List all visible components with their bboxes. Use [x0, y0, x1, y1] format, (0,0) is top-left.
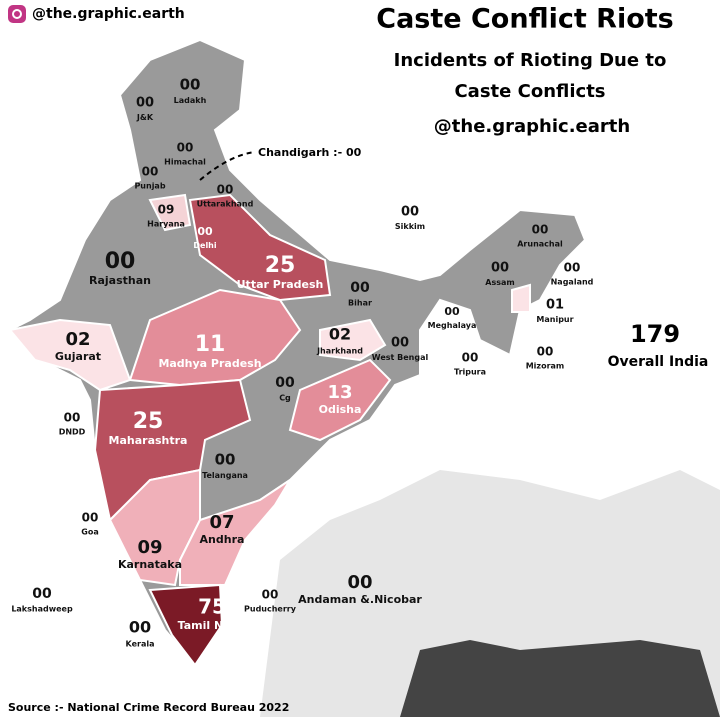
region-value: 00 [142, 165, 159, 179]
region-value: 00 [262, 588, 279, 602]
region-labels: 00 Ladakh 00 J&K 00 Himachal 00 Punjab 00 Uttarak… [11, 76, 593, 649]
region-name: Mizoram [526, 362, 565, 371]
region-value: 00 [64, 411, 81, 425]
region-value: 00 [217, 183, 234, 197]
region-name: Jharkhand [316, 347, 363, 356]
title: Caste Conflict Riots [376, 4, 673, 35]
region-name: J&K [136, 113, 154, 122]
region-name: Haryana [147, 220, 185, 229]
region-name: Andaman &.Nicobar [298, 593, 422, 606]
region-value: 13 [327, 382, 352, 403]
region-value: 00 [197, 225, 213, 238]
subtitle-line: Incidents of Rioting Due to [394, 50, 667, 71]
region-name: Assam [485, 278, 514, 287]
region-name: Gujarat [55, 350, 101, 363]
region-name: Himachal [164, 158, 206, 167]
region-name: Goa [81, 528, 98, 537]
region-name: Rajasthan [89, 274, 151, 287]
region-value: 09 [158, 203, 175, 217]
andhra-shape [179, 479, 291, 586]
region-name: Odisha [319, 403, 362, 416]
region-value: 00 [564, 261, 581, 275]
region-name: Uttar Pradesh [237, 278, 324, 291]
gujarat-shape [8, 318, 132, 392]
instagram-icon [8, 5, 26, 23]
region-value: 00 [177, 141, 194, 155]
region-value: 00 [532, 223, 549, 237]
region-name: Maharashtra [109, 434, 188, 447]
madhya-pradesh-shape [128, 288, 302, 387]
region-value: 25 [265, 253, 296, 278]
tamil-nadu-shape [148, 583, 224, 667]
region-name: Tripura [454, 368, 486, 377]
region-name: Kerala [126, 640, 155, 649]
region-name: Madhya Pradesh [158, 357, 261, 370]
subtitle-line: Caste Conflicts [454, 81, 605, 102]
region-value: 00 [350, 280, 370, 296]
total-label: Overall India [608, 354, 709, 370]
handle: @the.graphic.earth [32, 6, 185, 22]
region-name: Meghalaya [428, 321, 477, 330]
instagram-icon-lens [12, 9, 22, 19]
manipur-shape [511, 283, 531, 313]
region-value: 00 [180, 76, 201, 94]
region-value: 01 [546, 298, 564, 313]
region-name: Cg [279, 394, 291, 403]
haryana-shape [148, 193, 192, 232]
region-name: Tamil Nadu [178, 619, 247, 632]
region-name: Delhi [193, 241, 217, 250]
region-value: 75 [198, 595, 226, 619]
region-value: 09 [137, 537, 162, 558]
region-name: Manipur [536, 315, 573, 324]
region-value: 11 [195, 332, 226, 357]
region-value: 00 [391, 336, 409, 351]
region-name: Puducherry [244, 605, 297, 614]
region-name: Bihar [348, 299, 372, 308]
region-value: 00 [105, 249, 136, 274]
chandigarh-note: Chandigarh :- 00 [258, 146, 362, 159]
region-value: 07 [209, 512, 234, 533]
region-name: DNDD [59, 428, 86, 437]
region-name: Arunachal [517, 240, 563, 249]
region-value: 00 [444, 305, 460, 318]
source: Source :- National Crime Record Bureau 2… [8, 701, 289, 714]
handle-repeat: @the.graphic.earth [434, 116, 630, 137]
region-value: 00 [537, 345, 554, 359]
chandigarh-pointer [199, 151, 256, 181]
region-value: 25 [133, 409, 164, 434]
region-value: 00 [462, 351, 479, 365]
region-value: 02 [65, 329, 90, 350]
region-name: Nagaland [551, 278, 594, 287]
region-value: 00 [275, 375, 295, 391]
region-value: 00 [129, 618, 151, 637]
crowd-backdrop [260, 470, 720, 717]
region-value: 00 [401, 205, 419, 220]
region-name: Ladakh [174, 96, 207, 105]
region-value: 00 [136, 96, 154, 111]
region-name: Punjab [134, 182, 165, 191]
region-name: Lakshadweep [11, 605, 73, 614]
odisha-shape [288, 358, 392, 442]
region-value: 00 [347, 572, 372, 593]
region-name: West Bengal [372, 353, 429, 362]
region-value: 00 [491, 261, 509, 276]
region-name: Uttarakhand [197, 200, 254, 209]
region-name: Andhra [200, 533, 245, 546]
maharashtra-shape [93, 378, 252, 523]
region-name: Sikkim [395, 222, 425, 231]
uttar-pradesh-shape [188, 193, 332, 302]
total-value: 179 [630, 320, 680, 348]
region-value: 00 [82, 511, 99, 525]
region-name: Telangana [202, 471, 248, 480]
region-value: 02 [329, 325, 351, 344]
jharkhand-shape [319, 318, 387, 362]
region-value: 00 [32, 586, 52, 602]
region-name: Karnataka [118, 558, 182, 571]
region-value: 00 [215, 451, 236, 469]
